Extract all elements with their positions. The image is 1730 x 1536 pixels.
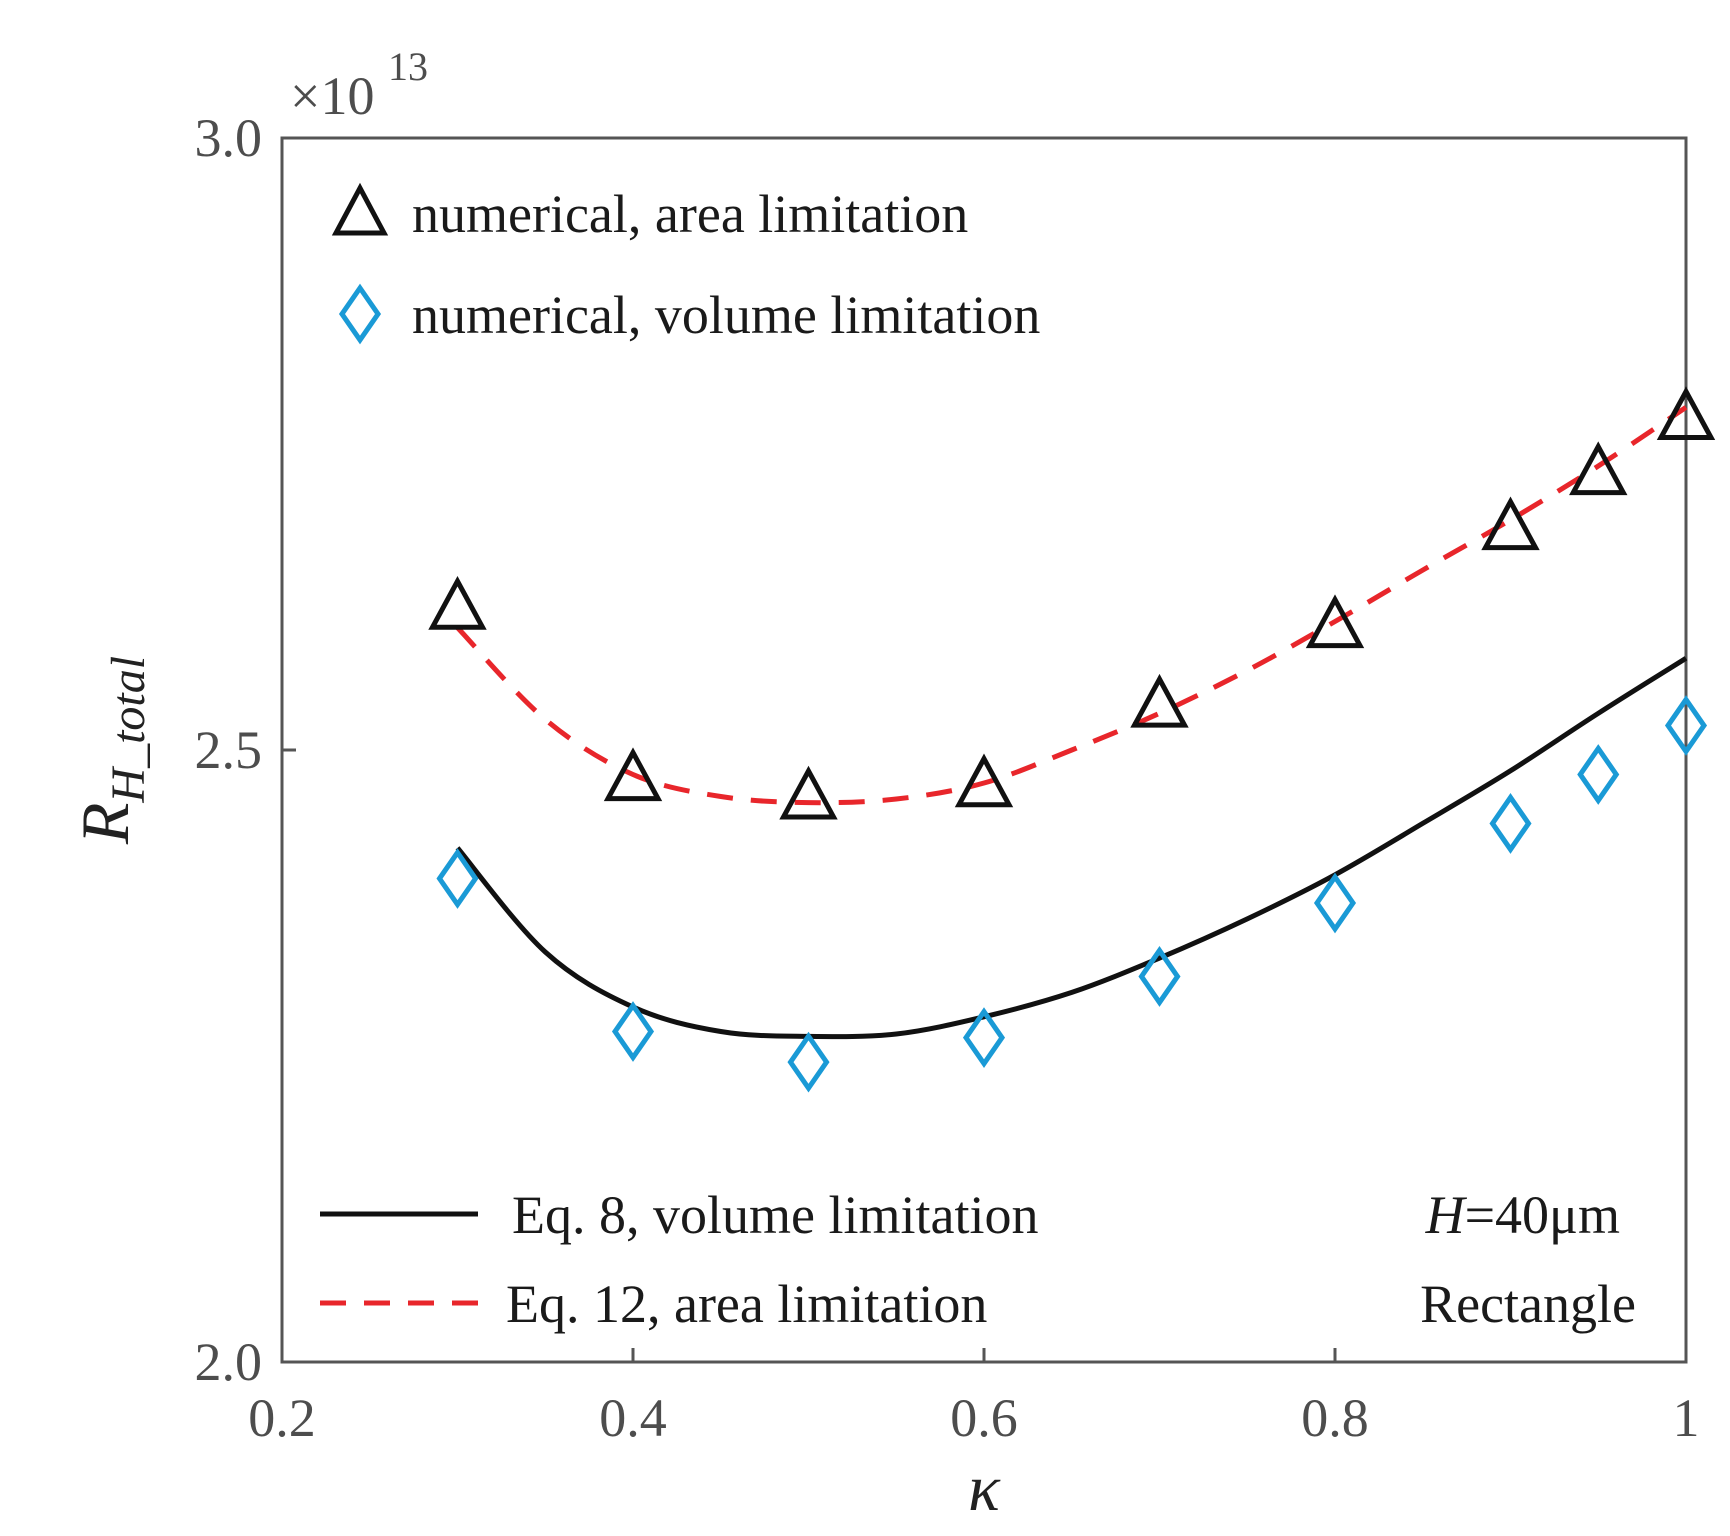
x-tick-label: 0.6 [950,1388,1018,1448]
x-tick-label: 1 [1673,1388,1700,1448]
y-tick-label: 2.0 [195,1332,263,1392]
y-tick-label: 3.0 [195,108,263,168]
volume-diamond-marker [787,1031,830,1093]
x-tick-label: 0.2 [248,1388,316,1448]
svg-text:RH_total: RH_total [67,656,155,845]
legend-lines: Eq. 8, volume limitation Eq. 12, area li… [320,1185,1038,1334]
volume-diamond-marker [1489,793,1532,854]
volume-diamond-marker [1313,872,1357,934]
series-lines [455,405,1688,1040]
area-triangle-marker [1305,594,1365,649]
volume-diamond-marker [1138,946,1181,1007]
y-tick-label: 2.5 [195,720,263,780]
legend-triangle-marker [331,182,389,236]
area-triangle-marker [1569,441,1628,496]
legend-markers: numerical, area limitation numerical, vo… [331,182,1040,345]
legend-label-numerical-area: numerical, area limitation [412,184,968,244]
annotation-height-value: =40μm [1465,1185,1620,1245]
volume-diamond-marker [611,1001,655,1062]
annotation-height: H=40μm [1425,1185,1620,1245]
x-tick-label: 0.8 [1301,1388,1369,1448]
area-triangle-marker [954,753,1014,808]
x-axis: 0.2 0.4 0.6 0.8 1 [248,1348,1700,1448]
eq12-dashed-curve [455,405,1688,806]
series-markers [428,386,1716,1093]
eq8-solid-curve [455,656,1688,1040]
volume-diamond-marker [1664,695,1708,756]
y-exponent-power: 13 [388,44,428,89]
annotation-shape: Rectangle [1420,1274,1636,1334]
area-triangle-marker [779,765,838,820]
legend-diamond-marker [338,283,382,345]
area-triangle-marker [1481,496,1540,551]
y-exponent-multiplier: ×10 [290,66,374,126]
y-axis-label: RH_total [67,656,155,845]
y-axis-label-main: R [67,803,143,846]
volume-diamond-marker [1577,744,1620,805]
volume-diamond-marker [436,848,479,909]
area-triangle-marker [428,576,487,630]
x-axis-label: κ [968,1452,1001,1525]
legend-label-eq8: Eq. 8, volume limitation [512,1185,1038,1245]
volume-diamond-marker [962,1007,1006,1069]
annotation-height-symbol: H [1425,1185,1468,1245]
y-axis-label-subscript: H_total [102,656,155,804]
area-triangle-marker [1656,386,1716,441]
legend-label-eq12: Eq. 12, area limitation [506,1274,987,1334]
x-tick-label: 0.4 [599,1388,667,1448]
legend-label-numerical-volume: numerical, volume limitation [412,285,1040,345]
area-triangle-marker [1130,673,1189,728]
y-axis: 2.0 2.5 3.0 [195,108,296,1392]
area-triangle-marker [603,747,663,802]
